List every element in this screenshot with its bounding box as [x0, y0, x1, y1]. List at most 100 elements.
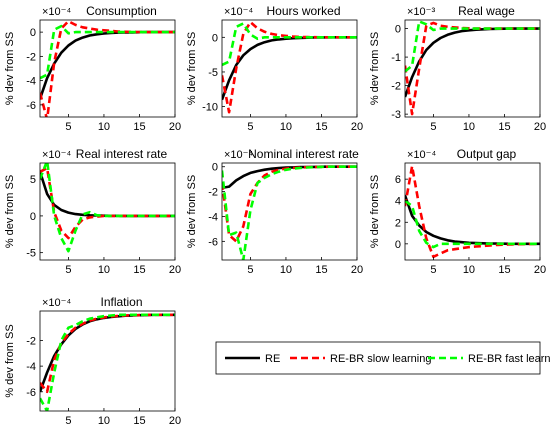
series-line-3	[40, 313, 175, 411]
y-tick-label: 0	[212, 32, 218, 44]
panel-3: 5 10 15 20 -3 -2 -1 0 ×10⁻³ Real wage % dev from S…	[369, 4, 546, 133]
chart-panels: 5 10 15 20-6-4-20×10⁻⁴ Consumption% dev from…	[4, 4, 546, 427]
series-line-1	[222, 35, 357, 101]
y-axis-label: % dev from SS	[4, 32, 16, 105]
y-tick-label: -4	[26, 361, 36, 373]
y-axis-label: % dev from SS	[4, 175, 16, 248]
x-tick-label: 5	[430, 264, 436, 276]
y-axis-label: % dev from SS	[369, 175, 381, 248]
y-tick-label: -2	[26, 51, 36, 63]
plot-frame	[39, 19, 176, 118]
x-tick-label: 10	[280, 121, 292, 133]
y-tick-label: -4	[26, 76, 36, 88]
x-tick-label: 10	[463, 121, 475, 133]
panel-7: 5 10 15 20 -6 -4 -2 ×10⁻⁴ Inflation % dev from SS	[4, 295, 181, 427]
x-tick-label: 5	[247, 121, 253, 133]
axis-multiplier: ×10⁻⁴	[42, 297, 71, 309]
panel-title: Real wage	[458, 4, 515, 18]
axis-multiplier: ×10⁻⁴	[42, 149, 71, 161]
x-tick-label: 5	[65, 121, 71, 133]
x-tick-label: 15	[315, 264, 327, 276]
x-tick-label: 20	[169, 415, 181, 427]
y-tick-label: -4	[208, 211, 218, 223]
series-line-1	[40, 30, 175, 100]
y-tick-label: -2	[26, 335, 36, 347]
y-tick-label: 4	[395, 196, 401, 208]
legend-label-fast: RE-BR fast learning	[468, 353, 550, 365]
x-tick-label: 10	[98, 415, 110, 427]
axis-multiplier: ×10⁻³	[407, 6, 435, 18]
x-tick-label: 20	[351, 121, 363, 133]
y-axis-label: % dev from SS	[186, 32, 198, 105]
panel-title: Output gap	[457, 147, 517, 161]
x-tick-label: 20	[534, 121, 546, 133]
axis-multiplier: ×10⁻⁴	[407, 149, 436, 161]
plot-frame	[404, 19, 541, 118]
x-tick-label: 15	[498, 121, 510, 133]
y-tick-label: -5	[208, 67, 218, 79]
y-tick-label: -6	[26, 387, 36, 399]
axis-multiplier: ×10⁻⁴	[42, 6, 71, 18]
y-tick-label: -1	[391, 52, 401, 64]
panel-2: 5 10 15 20 -10 -5 0 ×10⁻⁴ Hours worked % dev from…	[186, 4, 363, 133]
x-tick-label: 15	[133, 121, 145, 133]
y-tick-label: -6	[26, 100, 36, 112]
x-tick-label: 15	[133, 264, 145, 276]
y-axis-label: % dev from SS	[186, 175, 198, 248]
y-tick-label: 0	[395, 24, 401, 36]
series-line-2	[40, 313, 175, 394]
x-tick-label: 10	[98, 121, 110, 133]
x-tick-label: 10	[280, 264, 292, 276]
x-tick-label: 10	[98, 264, 110, 276]
plot-frame	[39, 162, 176, 261]
x-tick-label: 20	[169, 264, 181, 276]
y-tick-label: 0	[30, 211, 36, 223]
series-line-1	[40, 171, 175, 218]
series-line-3	[222, 165, 357, 260]
y-tick-label: -10	[202, 102, 218, 114]
series-line-2	[40, 166, 175, 240]
series-line-2	[40, 20, 175, 117]
x-tick-label: 20	[351, 264, 363, 276]
y-tick-label: 2	[395, 217, 401, 229]
legend-box	[215, 341, 541, 375]
y-axis-label: % dev from SS	[4, 324, 16, 397]
plot-frame	[221, 162, 358, 261]
series-line-2	[222, 20, 357, 114]
x-tick-label: 5	[65, 264, 71, 276]
plot-frame	[404, 162, 541, 261]
axis-multiplier: ×10⁻⁴	[224, 6, 253, 18]
series-line-2	[405, 21, 540, 116]
panel-6: 5 10 15 20 0 2 4 6 ×10⁻⁴ Output gap % dev from SS	[369, 147, 546, 276]
x-tick-label: 20	[169, 121, 181, 133]
x-tick-label: 15	[315, 121, 327, 133]
legend: RE RE-BR slow learning RE-BR fast learni…	[215, 341, 550, 375]
plot-frame	[221, 19, 358, 118]
y-tick-label: -6	[208, 236, 218, 248]
x-tick-label: 20	[534, 264, 546, 276]
y-tick-label: -5	[26, 248, 36, 260]
series-line-3	[40, 163, 175, 253]
y-tick-label: 5	[30, 174, 36, 186]
legend-label-slow: RE-BR slow learning	[330, 353, 431, 365]
panel-title: Nominal interest rate	[248, 147, 359, 161]
panel-title: Inflation	[100, 295, 142, 309]
x-tick-label: 5	[430, 121, 436, 133]
y-tick-label: -2	[391, 81, 401, 93]
series-line-1	[40, 313, 175, 393]
series-line-3	[40, 24, 175, 80]
panel-title: Hours worked	[266, 4, 340, 18]
y-tick-label: 0	[212, 162, 218, 174]
y-tick-label: 0	[30, 27, 36, 39]
x-tick-label: 5	[247, 264, 253, 276]
y-axis-label: % dev from SS	[369, 32, 381, 105]
y-tick-label: -2	[208, 187, 218, 199]
y-tick-label: 0	[395, 239, 401, 251]
panel-4: 5 10 15 20 -5 0 5 ×10⁻⁴ Real interest rate % dev …	[4, 147, 181, 276]
x-tick-label: 15	[133, 415, 145, 427]
x-tick-label: 15	[498, 264, 510, 276]
y-tick-label: 6	[395, 174, 401, 186]
series-line-3	[222, 22, 357, 67]
legend-label-re: RE	[265, 353, 280, 365]
